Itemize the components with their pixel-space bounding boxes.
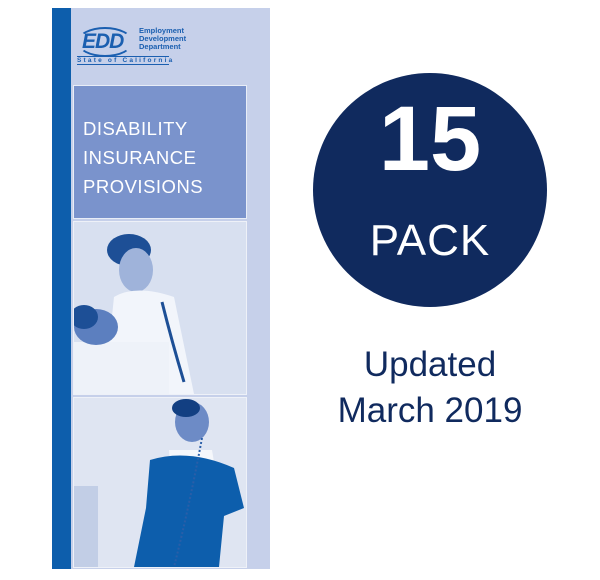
pack-label: PACK [369, 216, 491, 265]
brochure-cover: EDD Employment Development Department St… [52, 8, 270, 569]
updated-label: Updated [363, 345, 497, 384]
logo-dept-line: Department [139, 42, 181, 51]
title-line: INSURANCE [83, 147, 197, 168]
pack-count: 15 [378, 88, 482, 190]
doctor-patient-photo [73, 221, 247, 395]
updated-note: Updated March 2019 [300, 342, 560, 434]
edd-logo: EDD Employment Development Department St… [77, 22, 237, 72]
cover-title-box: DISABILITY INSURANCE PROVISIONS [73, 85, 247, 219]
logo-abbr: EDD [82, 30, 124, 53]
logo-department: Employment Development Department [139, 27, 186, 51]
woman-on-phone-photo [73, 397, 247, 568]
logo-dept-line: Employment [139, 26, 185, 35]
updated-date: March 2019 [337, 391, 523, 430]
logo-state: State of California [77, 56, 175, 65]
title-line: PROVISIONS [83, 176, 204, 197]
cover-side-strip [52, 8, 71, 569]
cover-title: DISABILITY INSURANCE PROVISIONS [83, 114, 203, 201]
pack-count-badge: 15 PACK [313, 73, 547, 307]
title-line: DISABILITY [83, 118, 188, 139]
logo-dept-line: Development [139, 34, 187, 43]
